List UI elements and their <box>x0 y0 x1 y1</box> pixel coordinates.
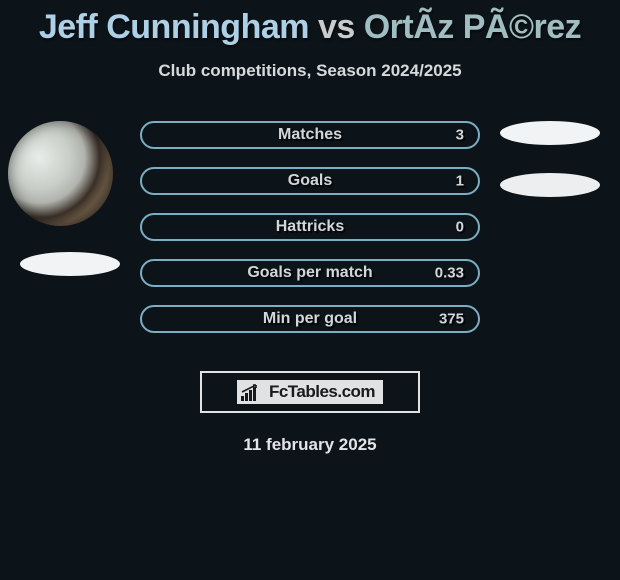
vs-label: vs <box>318 8 355 46</box>
stat-value: 0.33 <box>435 265 464 282</box>
player1-name: Jeff Cunningham <box>39 8 309 46</box>
stat-label: Goals <box>288 172 332 190</box>
stat-value: 3 <box>456 127 464 144</box>
stat-bar-matches: Matches 3 <box>140 121 480 149</box>
player2-oval-1 <box>500 121 600 145</box>
player1-oval <box>20 252 120 276</box>
page-title: Jeff Cunningham vs OrtÃ­z PÃ©rez <box>0 0 620 47</box>
stats-area: Matches 3 Goals 1 Hattricks 0 Goals per … <box>0 121 620 351</box>
player2-name: OrtÃ­z PÃ©rez <box>364 8 581 46</box>
stat-label: Min per goal <box>263 310 357 328</box>
stat-value: 1 <box>456 173 464 190</box>
stat-label: Goals per match <box>247 264 372 282</box>
stat-value: 0 <box>456 219 464 236</box>
stat-bar-goals: Goals 1 <box>140 167 480 195</box>
comparison-card: Jeff Cunningham vs OrtÃ­z PÃ©rez Club co… <box>0 0 620 580</box>
logo-box: FcTables.com <box>200 371 420 413</box>
stat-label: Matches <box>278 126 342 144</box>
date-line: 11 february 2025 <box>0 435 620 455</box>
stat-label: Hattricks <box>276 218 344 236</box>
logo: FcTables.com <box>237 380 383 404</box>
subtitle: Club competitions, Season 2024/2025 <box>0 61 620 81</box>
player1-avatar <box>8 121 113 226</box>
stat-bars: Matches 3 Goals 1 Hattricks 0 Goals per … <box>140 121 480 351</box>
stat-value: 375 <box>439 311 464 328</box>
logo-text: FcTables.com <box>267 382 377 402</box>
player2-oval-2 <box>500 173 600 197</box>
stat-bar-min-per-goal: Min per goal 375 <box>140 305 480 333</box>
stat-bar-goals-per-match: Goals per match 0.33 <box>140 259 480 287</box>
stat-bar-hattricks: Hattricks 0 <box>140 213 480 241</box>
chart-up-icon <box>241 383 263 401</box>
